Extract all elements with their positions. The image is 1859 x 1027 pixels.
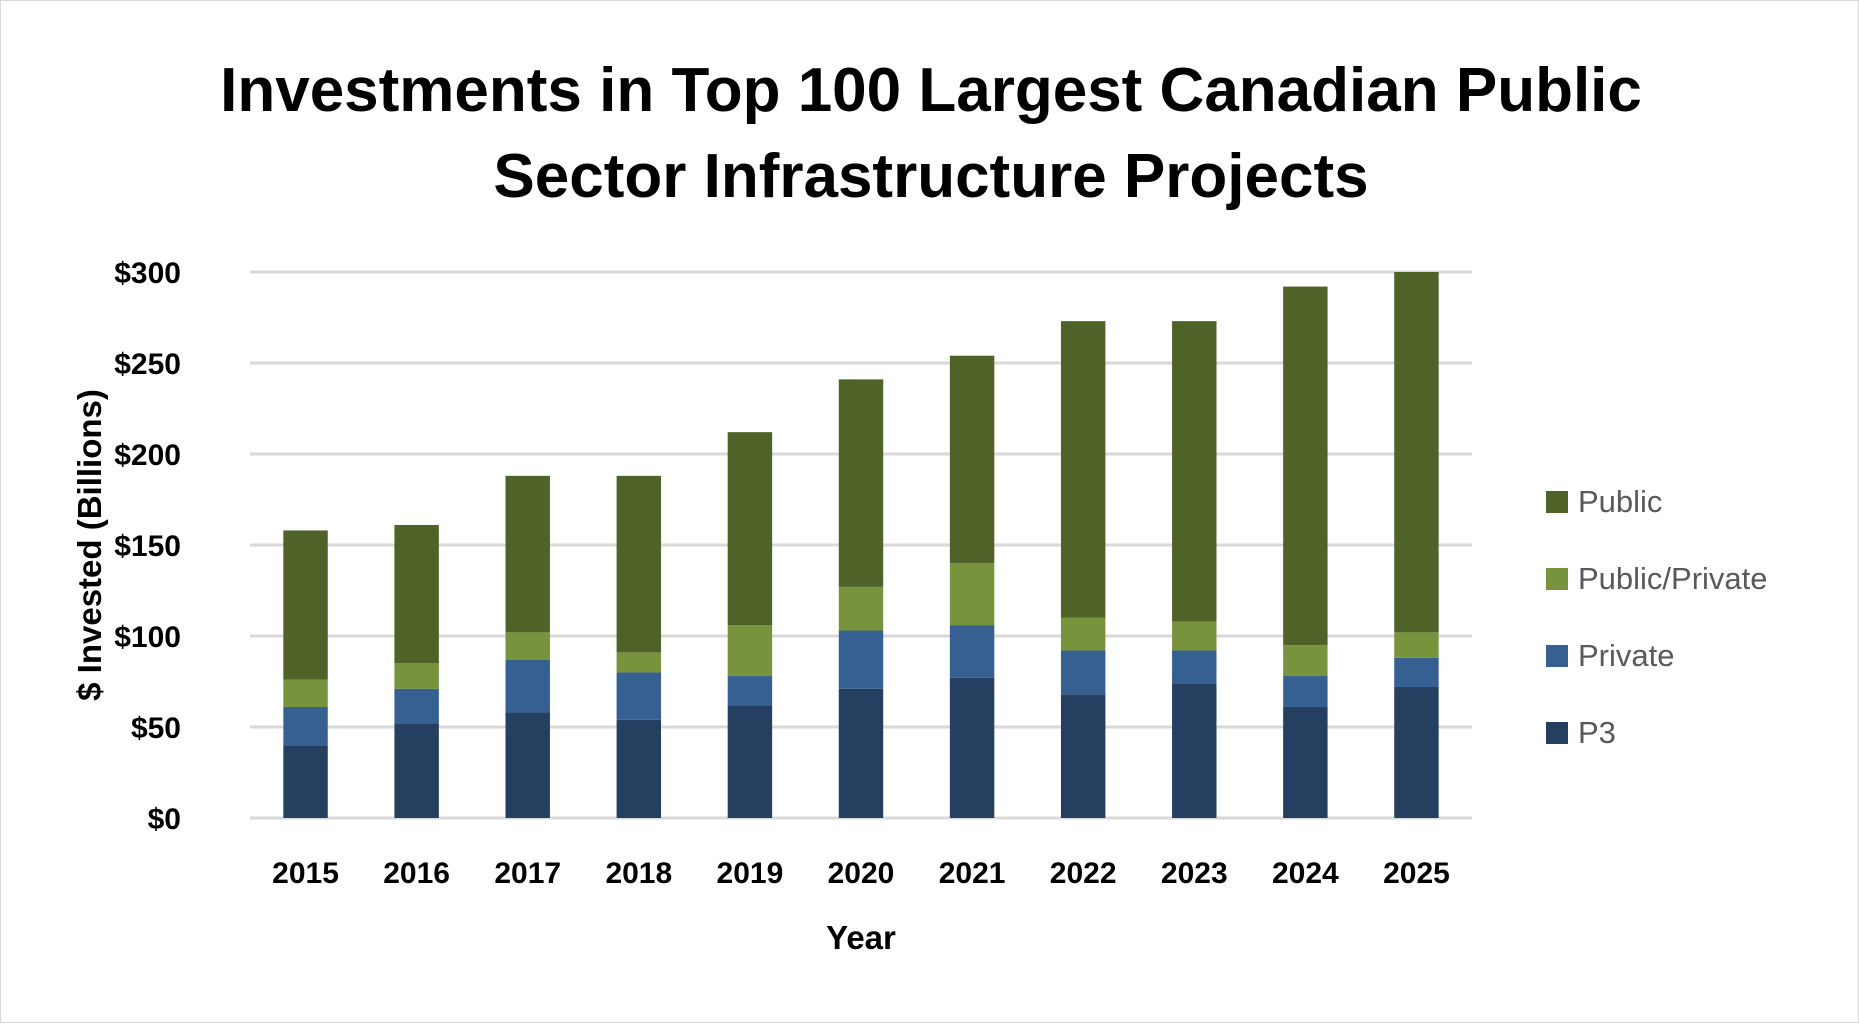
legend-label-public: Public <box>1578 484 1662 519</box>
bar-public-2016 <box>394 524 439 664</box>
bar-p3-2020 <box>838 688 884 818</box>
bar-public-2019 <box>727 432 773 626</box>
bar-p3-2023 <box>1172 683 1217 818</box>
x-tick-label: 2023 <box>1161 857 1228 890</box>
x-tick-label: 2018 <box>605 857 672 890</box>
bar-public-private-2021 <box>949 563 995 626</box>
bar-private-2022 <box>1060 650 1106 695</box>
bar-public-private-2016 <box>394 663 439 689</box>
bar-private-2025 <box>1394 657 1439 687</box>
x-tick-label: 2021 <box>939 857 1006 890</box>
bar-public-2022 <box>1060 321 1106 618</box>
bar-p3-2017 <box>505 712 550 818</box>
y-tick-label: $50 <box>131 712 181 745</box>
bar-public-2020 <box>838 379 884 587</box>
bar-public-private-2017 <box>505 632 550 660</box>
bar-p3-2021 <box>949 677 995 818</box>
legend-label-public-private: Public/Private <box>1578 561 1768 596</box>
bar-p3-2022 <box>1060 694 1106 818</box>
legend-swatch-public <box>1546 491 1568 513</box>
chart-title-line-2: Sector Infrastructure Projects <box>493 142 1368 211</box>
bar-p3-2015 <box>283 745 328 818</box>
x-tick-label: 2024 <box>1272 857 1339 890</box>
bar-p3-2016 <box>394 723 439 818</box>
legend-swatch-private <box>1546 645 1568 667</box>
bar-private-2024 <box>1283 676 1328 707</box>
x-tick-label: 2020 <box>828 857 895 890</box>
bar-public-2018 <box>616 475 662 653</box>
bar-public-private-2022 <box>1060 617 1106 651</box>
legend-swatch-p3 <box>1546 722 1568 744</box>
y-tick-label: $150 <box>114 530 181 563</box>
bar-public-2025 <box>1394 272 1439 633</box>
bar-private-2019 <box>727 676 773 706</box>
bar-public-private-2025 <box>1394 632 1439 658</box>
chart-title-line-1: Investments in Top 100 Largest Canadian … <box>220 56 1642 125</box>
bar-private-2023 <box>1172 650 1217 684</box>
bar-p3-2019 <box>727 705 773 818</box>
bar-public-private-2015 <box>283 679 328 707</box>
legend-label-private: Private <box>1578 638 1674 673</box>
bar-public-2017 <box>505 475 550 633</box>
y-tick-label: $100 <box>114 621 181 654</box>
bar-private-2016 <box>394 688 439 724</box>
bar-public-2024 <box>1283 286 1328 646</box>
x-tick-label: 2016 <box>383 857 450 890</box>
bar-public-private-2018 <box>616 652 662 673</box>
x-tick-label: 2015 <box>272 857 339 890</box>
bar-p3-2024 <box>1283 706 1328 818</box>
bar-p3-2025 <box>1394 686 1439 818</box>
bar-private-2017 <box>505 659 550 713</box>
bar-private-2021 <box>949 625 995 678</box>
bar-private-2018 <box>616 672 662 720</box>
y-axis-label: $ Invested (Billions) <box>71 389 108 701</box>
legend-swatch-public-private <box>1546 568 1568 590</box>
x-axis-label: Year <box>826 919 896 956</box>
bar-public-2021 <box>949 355 995 564</box>
bar-public-private-2019 <box>727 625 773 677</box>
y-tick-label: $250 <box>114 348 181 381</box>
legend-label-p3: P3 <box>1578 715 1616 750</box>
y-tick-label: $200 <box>114 439 181 472</box>
bar-public-2023 <box>1172 321 1217 622</box>
bar-p3-2018 <box>616 719 662 818</box>
y-tick-label: $0 <box>148 803 181 836</box>
bar-public-private-2023 <box>1172 621 1217 651</box>
bar-private-2020 <box>838 630 884 689</box>
bar-public-2015 <box>283 530 328 680</box>
bar-public-private-2020 <box>838 586 884 631</box>
bar-public-private-2024 <box>1283 645 1328 677</box>
x-tick-label: 2017 <box>494 857 561 890</box>
y-tick-label: $300 <box>114 257 181 290</box>
x-tick-label: 2025 <box>1383 857 1450 890</box>
bar-private-2015 <box>283 706 328 746</box>
x-tick-label: 2019 <box>717 857 784 890</box>
x-tick-label: 2022 <box>1050 857 1117 890</box>
